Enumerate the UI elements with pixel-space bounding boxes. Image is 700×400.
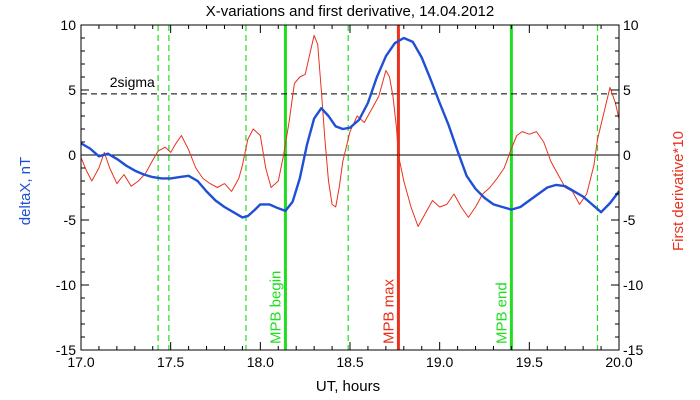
chart-title: X-variations and first derivative, 14.04…: [206, 3, 495, 20]
x-tick-label: 20.0: [605, 354, 632, 370]
y-tick-label-left: -5: [64, 212, 77, 228]
y-tick-label-right: -5: [623, 212, 636, 228]
markers-layer: MPB begin MPB max MPB end: [157, 25, 599, 350]
y-tick-label-left: -10: [56, 277, 76, 293]
y-tick-label-left: -15: [56, 342, 76, 358]
y-axis-label-left: deltaX, nT: [17, 157, 34, 225]
lines-layer: [81, 93, 619, 156]
y-tick-label-right: -10: [623, 277, 643, 293]
x-axis-label: UT, hours: [316, 378, 380, 395]
y-tick-label-left: 10: [60, 17, 76, 33]
y-tick-label-right: 5: [623, 82, 631, 98]
axes-layer: 17.0 17.5 18.0 18.5 19.0 19.5 20.0-15-10-50510…: [56, 17, 644, 370]
y-tick-label-left: 5: [68, 82, 76, 98]
x-tick-label: 19.5: [516, 354, 543, 370]
x-tick-label: 19.0: [426, 354, 453, 370]
derivative-series-line: [80, 34, 620, 227]
x-tick-label: 17.0: [67, 354, 94, 370]
plot-frame: [80, 24, 620, 351]
threshold-label: 2sigma: [110, 74, 155, 90]
y-tick-label-left: 0: [68, 147, 76, 163]
series-layer: [80, 34, 620, 227]
event-marker-label: MPB begin: [267, 271, 284, 344]
y-axis-label-right: First derivative*10: [670, 131, 687, 251]
x-tick-label: 17.5: [157, 354, 184, 370]
event-marker-label: MPB end: [493, 282, 510, 344]
y-tick-label-right: -15: [623, 342, 643, 358]
y-tick-label-right: 10: [623, 17, 639, 33]
x-tick-label: 18.0: [247, 354, 274, 370]
x-tick-label: 18.5: [336, 354, 363, 370]
event-marker-label: MPB max: [380, 278, 397, 344]
deltax-series-line: [80, 36, 620, 219]
y-tick-label-right: 0: [623, 147, 631, 163]
